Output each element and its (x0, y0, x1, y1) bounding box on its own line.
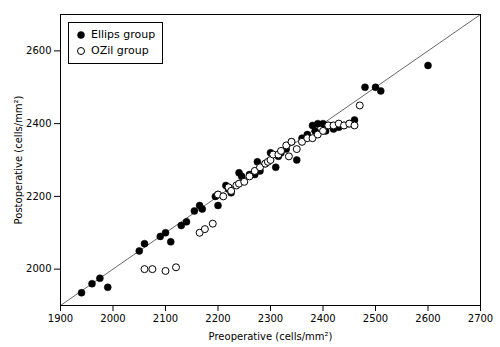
svg-text:Postoperative (cells/mm²): Postoperative (cells/mm²) (13, 95, 24, 224)
svg-text:2100: 2100 (153, 313, 178, 324)
svg-text:2400: 2400 (26, 118, 51, 129)
svg-text:2200: 2200 (26, 191, 51, 202)
svg-text:Preoperative (cells/mm²): Preoperative (cells/mm²) (209, 331, 333, 342)
svg-text:2500: 2500 (363, 313, 388, 324)
svg-text:2600: 2600 (26, 45, 51, 56)
html-text:OZil group: OZil group (91, 44, 149, 57)
svg-text:2400: 2400 (310, 313, 335, 324)
html-text:Ellips group: Ellips group (91, 28, 156, 41)
svg-text:1900: 1900 (48, 313, 73, 324)
svg-text:2700: 2700 (468, 313, 493, 324)
svg-text:2600: 2600 (415, 313, 440, 324)
svg-text:2000: 2000 (26, 263, 51, 274)
svg-text:2000: 2000 (100, 313, 125, 324)
svg-text:2300: 2300 (258, 313, 283, 324)
svg-text:2200: 2200 (205, 313, 230, 324)
